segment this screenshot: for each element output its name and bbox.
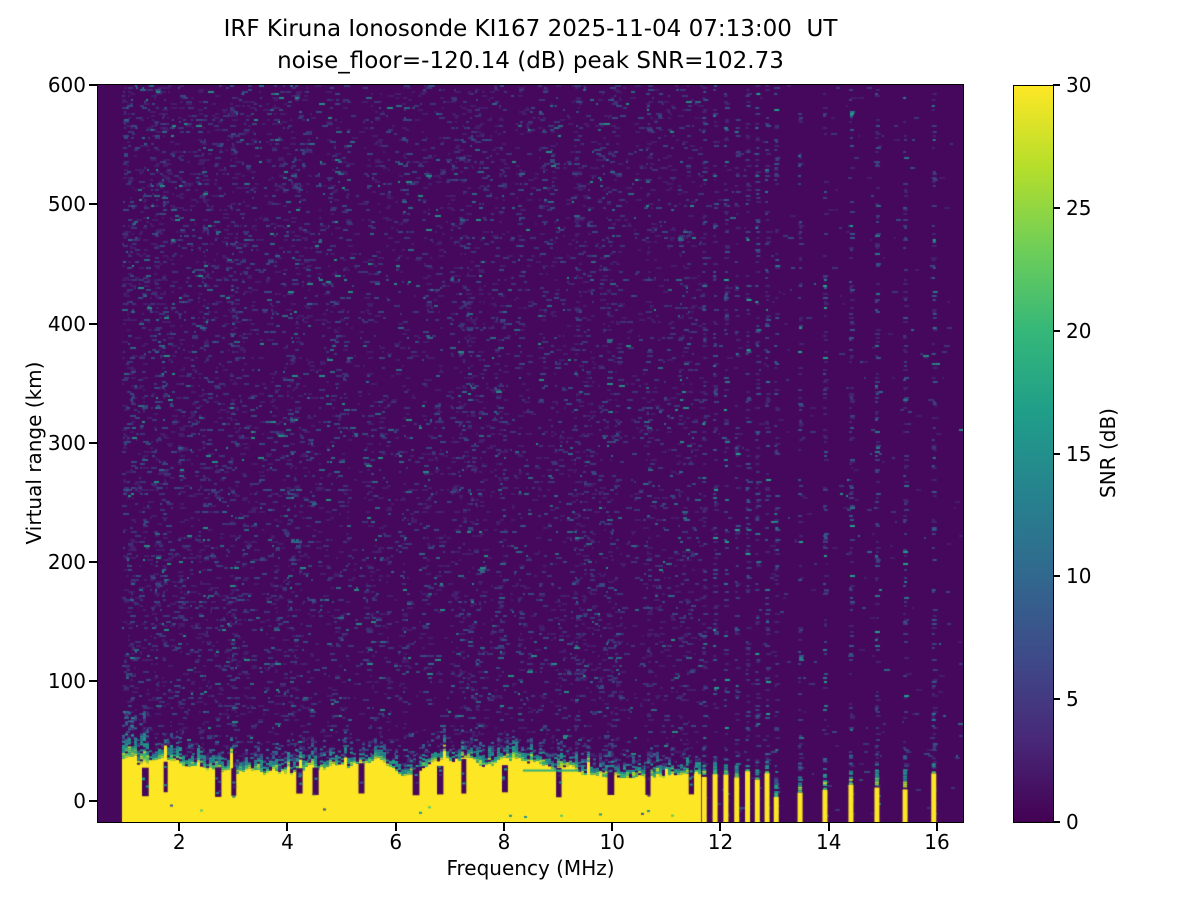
x-tick-label: 6 — [389, 830, 403, 854]
y-tick-mark — [89, 441, 97, 444]
x-tick-mark — [178, 823, 181, 831]
colorbar-tick-label: 20 — [1066, 318, 1092, 343]
colorbar-tick-mark — [1053, 206, 1060, 209]
x-tick-label: 4 — [281, 830, 294, 854]
colorbar-tick-mark — [1053, 452, 1060, 455]
chart-title-block: IRF Kiruna Ionosonde KI167 2025-11-04 07… — [98, 13, 963, 77]
y-tick-label: 400 — [47, 311, 86, 336]
colorbar-tick-mark — [1053, 698, 1060, 701]
x-tick-label: 8 — [497, 830, 511, 854]
colorbar-tick-label: 15 — [1066, 441, 1092, 466]
colorbar-tick-label: 25 — [1066, 195, 1092, 220]
y-axis-label-text: Virtual range (km) — [22, 361, 46, 545]
y-tick-label: 100 — [47, 669, 86, 694]
x-tick-mark — [394, 823, 397, 831]
x-tick-label: 14 — [816, 830, 842, 854]
y-tick-label: 0 — [73, 788, 86, 813]
heatmap-canvas — [98, 85, 963, 822]
x-tick-mark — [502, 823, 505, 831]
chart-title: IRF Kiruna Ionosonde KI167 2025-11-04 07… — [223, 16, 838, 42]
x-tick-label: 12 — [707, 830, 734, 854]
y-tick-label: 600 — [47, 73, 86, 97]
x-axis-label-text: Frequency (MHz) — [446, 856, 615, 880]
colorbar-tick-label: 30 — [1066, 73, 1092, 97]
x-tick-mark — [286, 823, 289, 831]
x-tick-label: 16 — [924, 830, 950, 854]
colorbar-tick-mark — [1053, 329, 1060, 332]
chart-subtitle: noise_floor=-120.14 (dB) peak SNR=102.73 — [277, 48, 784, 74]
x-tick-label: 2 — [172, 830, 186, 854]
x-axis-label: Frequency (MHz) — [98, 856, 963, 880]
y-tick-label: 500 — [47, 192, 86, 217]
y-tick-mark — [89, 680, 97, 683]
colorbar-tick-label: 10 — [1066, 564, 1092, 589]
colorbar-tick-mark — [1053, 84, 1060, 86]
x-tick-mark — [719, 823, 722, 831]
x-tick-label: 10 — [599, 830, 625, 854]
y-tick-mark — [89, 84, 97, 86]
colorbar-tick-label: 0 — [1066, 810, 1079, 834]
x-tick-mark — [611, 823, 614, 831]
y-tick-label: 200 — [47, 550, 86, 575]
y-tick-label: 300 — [47, 430, 86, 455]
colorbar-label-text: SNR (dB) — [1096, 408, 1120, 498]
y-tick-mark — [89, 799, 97, 802]
colorbar-tick-mark — [1053, 821, 1060, 823]
y-tick-mark — [89, 322, 97, 325]
y-tick-mark — [89, 203, 97, 206]
colorbar-gradient — [1013, 85, 1054, 823]
y-tick-mark — [89, 561, 97, 564]
colorbar-tick-label: 5 — [1066, 687, 1079, 712]
x-tick-mark — [936, 823, 939, 831]
x-tick-mark — [827, 823, 830, 831]
colorbar-tick-mark — [1053, 575, 1060, 578]
